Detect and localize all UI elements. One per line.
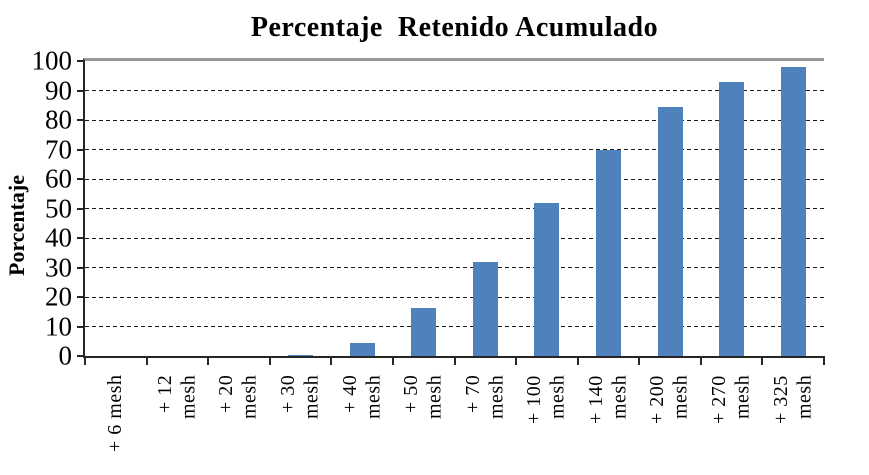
- x-tick-mark: [207, 356, 210, 365]
- x-category-label: + 30 mesh: [276, 375, 323, 420]
- x-tick-mark: [268, 356, 271, 365]
- y-tick-mark: [77, 266, 85, 269]
- y-tick-label: 10: [45, 311, 72, 341]
- x-category-label: + 70 mesh: [461, 375, 508, 420]
- x-label-cell: + 325 mesh: [762, 375, 824, 470]
- y-tick-label: 30: [45, 252, 72, 282]
- x-category-label: + 200 mesh: [646, 375, 693, 424]
- y-tick-mark: [77, 89, 85, 92]
- chart-title: Percentaje Retenido Acumulado: [250, 12, 659, 43]
- y-tick-mark: [77, 296, 85, 298]
- x-label-cell: + 140 mesh: [578, 375, 640, 470]
- x-label-cell: + 100 mesh: [516, 375, 578, 470]
- bar: [719, 81, 745, 356]
- y-tick-label: 90: [45, 75, 72, 105]
- x-tick-mark: [515, 356, 518, 365]
- gridline-60: [85, 178, 824, 180]
- x-label-cell: + 70 mesh: [455, 375, 517, 470]
- y-tick-mark: [77, 237, 85, 239]
- x-tick-mark: [453, 356, 456, 365]
- bar: [411, 308, 437, 356]
- x-tick-mark: [823, 356, 825, 365]
- y-tick-label: 100: [31, 45, 73, 76]
- x-label-cell: + 20 mesh: [208, 375, 270, 470]
- x-label-cell: + 12 mesh: [147, 375, 209, 470]
- x-label-cell: + 200 mesh: [639, 375, 701, 470]
- x-label-cell: + 30 mesh: [270, 375, 332, 470]
- y-tick-mark: [77, 325, 85, 328]
- x-label-cell: + 270 mesh: [701, 375, 763, 470]
- y-tick-label: 70: [45, 134, 72, 164]
- y-tick-mark: [77, 60, 85, 62]
- y-tick-label: 50: [45, 193, 72, 223]
- gridline-10: [85, 326, 824, 327]
- gridline-30: [85, 267, 824, 268]
- x-label-cell: + 40 mesh: [331, 375, 393, 470]
- x-category-label: + 50 mesh: [400, 375, 446, 420]
- x-category-label: + 270 mesh: [708, 375, 754, 424]
- gridline-40: [85, 237, 824, 239]
- x-category-label: + 100 mesh: [523, 375, 569, 424]
- y-tick-mark: [77, 178, 85, 180]
- x-label-cell: + 6 mesh: [85, 375, 147, 470]
- y-tick-mark: [77, 207, 85, 210]
- y-tick-label: 20: [45, 281, 72, 312]
- x-category-label: + 6 mesh: [103, 375, 126, 453]
- bar: [780, 66, 806, 356]
- y-tick-label: 0: [58, 340, 73, 371]
- bar: [657, 107, 683, 356]
- y-axis: 0 10 20 30 40 50 60 70 80 90 100: [0, 47, 85, 369]
- x-label-cell: + 50 mesh: [393, 375, 455, 470]
- x-tick-mark: [638, 356, 641, 365]
- y-tick-label: 40: [45, 222, 72, 253]
- gridline-90: [85, 90, 824, 91]
- x-axis: [84, 356, 825, 365]
- x-category-label: + 40 mesh: [338, 375, 385, 420]
- x-tick-mark: [576, 356, 579, 365]
- x-category-label: + 20 mesh: [215, 375, 261, 420]
- y-tick-label: 60: [45, 163, 72, 194]
- x-tick-mark: [84, 356, 86, 365]
- gridline-20: [85, 296, 824, 298]
- y-tick-mark: [77, 119, 85, 121]
- x-tick-mark: [145, 356, 148, 365]
- x-tick-mark: [391, 356, 394, 365]
- gridline-50: [85, 208, 824, 209]
- x-axis-labels: + 6 mesh + 12 mesh + 20 mesh + 30 mesh + 40 …: [85, 375, 824, 470]
- bar: [595, 149, 621, 356]
- x-category-label: + 325 mesh: [769, 375, 816, 424]
- x-category-label: + 140 mesh: [584, 375, 631, 424]
- plot-area: [83, 58, 824, 358]
- bar: [349, 343, 375, 356]
- y-tick-label: 80: [45, 104, 72, 135]
- x-tick-mark: [699, 356, 702, 365]
- bar: [288, 354, 314, 356]
- y-tick-mark: [77, 148, 85, 151]
- bar: [534, 202, 560, 356]
- y-tick-mark: [77, 355, 85, 357]
- x-tick-mark: [330, 356, 333, 365]
- x-tick-mark: [761, 356, 764, 365]
- bar: [472, 262, 498, 356]
- gridline-80: [85, 119, 824, 121]
- gridline-70: [85, 149, 824, 150]
- x-category-label: + 12 mesh: [153, 375, 200, 420]
